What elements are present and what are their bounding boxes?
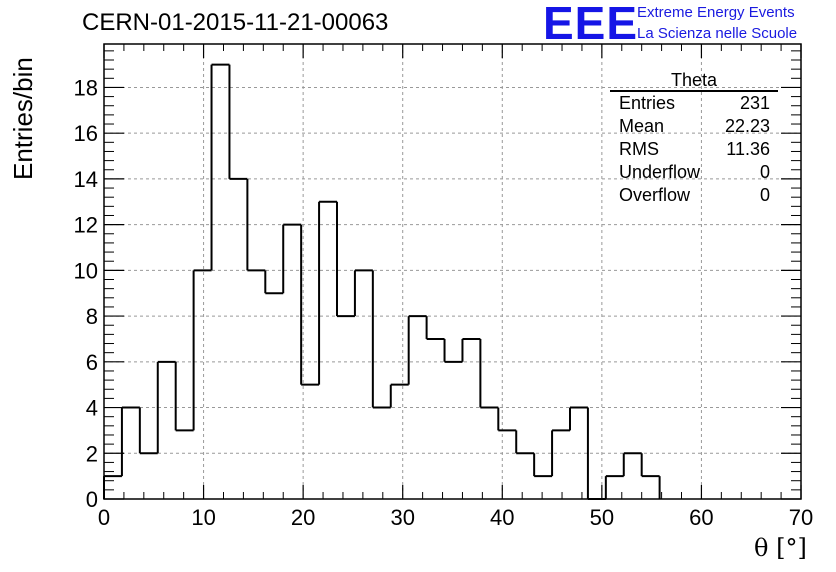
stats-box-title: Theta [610,70,778,92]
stats-row-rms: RMS 11.36 [610,138,778,161]
y-tick-label: 2 [86,441,98,466]
y-tick-label: 8 [86,304,98,329]
y-tick-label: 10 [74,258,98,283]
y-tick-label: 16 [74,121,98,146]
y-tick-label: 4 [86,396,98,421]
x-tick-label: 70 [789,505,813,530]
stats-key: Mean [619,116,665,136]
stats-key: Overflow [619,185,691,205]
chart-title: CERN-01-2015-11-21-00063 [82,9,389,36]
plot-frame [103,43,802,500]
stats-value: 231 [739,93,770,113]
x-tick-label: 50 [590,505,614,530]
logo-caption-line1: Extreme Energy Events [637,4,795,21]
stats-row-entries: Entries 231 [610,92,778,115]
stats-key: RMS [619,139,659,159]
y-tick-label: 12 [74,213,98,238]
y-tick-label: 6 [86,350,98,375]
x-axis-label: θ [°] [754,534,807,562]
y-tick-label: 18 [74,75,98,100]
stats-key: Entries [619,93,676,113]
stats-value: 0 [759,162,770,182]
stats-value: 0 [759,185,770,205]
x-tick-label: 30 [390,505,414,530]
y-tick-label: 0 [86,487,98,512]
stats-row-overflow: Overflow 0 [610,184,778,207]
stats-value: 11.36 [726,139,770,159]
stats-box: Theta Entries 231 Mean 22.23 RMS 11.36 U… [610,70,778,207]
y-tick-label: 14 [74,167,98,192]
x-tick-label: 0 [98,505,110,530]
y-axis-label: Entries/bin [8,57,38,180]
eee-logo: EEE [543,0,639,49]
stats-row-underflow: Underflow 0 [610,161,778,184]
logo-caption-line2: La Scienza nelle Scuole [637,25,798,42]
stats-row-mean: Mean 22.23 [610,115,778,138]
stats-value: 22.23 [724,116,770,136]
x-tick-label: 10 [191,505,215,530]
stats-key: Underflow [619,162,701,182]
x-tick-label: 60 [689,505,713,530]
x-tick-label: 20 [291,505,315,530]
x-tick-label: 40 [490,505,514,530]
